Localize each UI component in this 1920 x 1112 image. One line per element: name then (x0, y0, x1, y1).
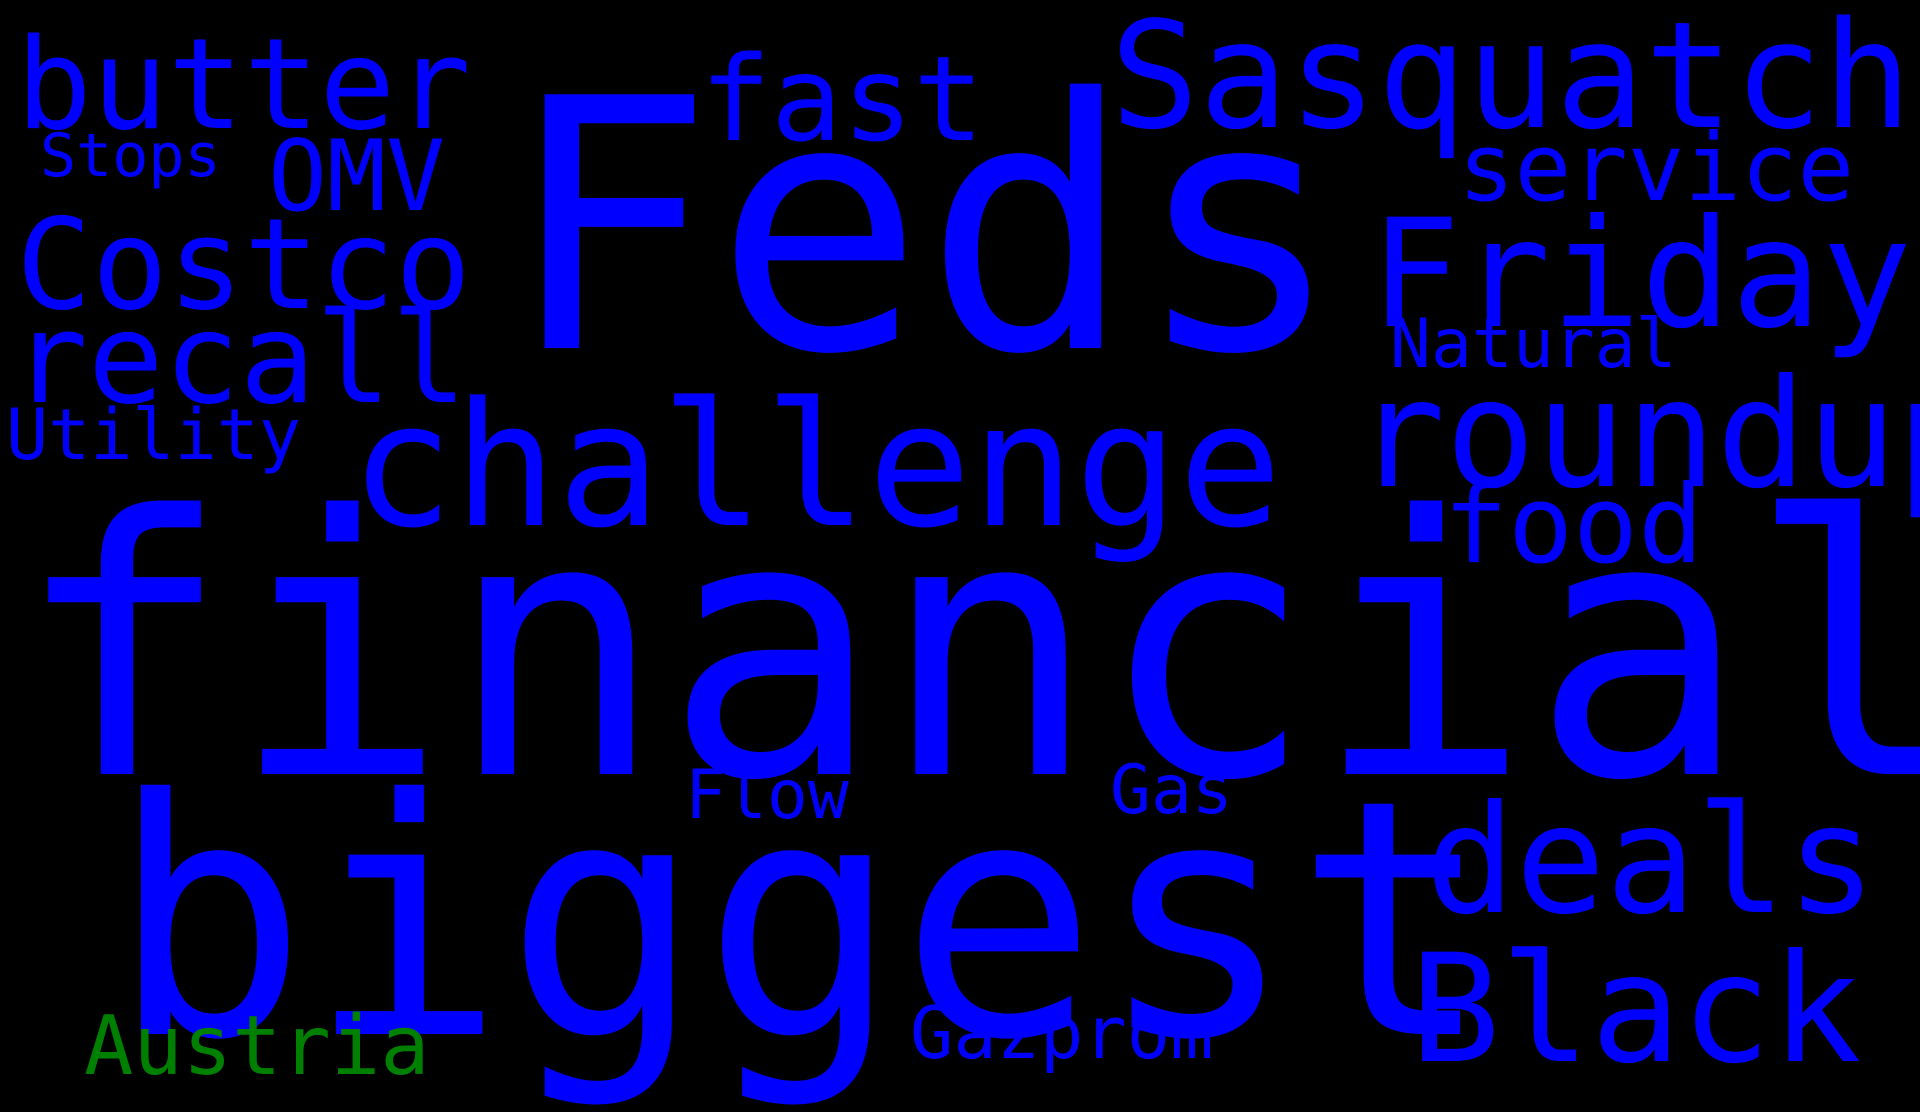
word-roundup: roundup (1355, 348, 1920, 522)
word-fast: fast (700, 30, 985, 168)
word-austria: Austria (84, 999, 430, 1094)
word-financial: financial (14, 440, 1920, 859)
word-black: Black (1410, 923, 1862, 1097)
word-utility: Utility (6, 394, 302, 476)
word-butter: butter (16, 11, 472, 158)
word-biggest: biggest (110, 731, 1493, 1112)
word-recall: recall (12, 285, 468, 432)
word-challenge: challenge (350, 365, 1282, 566)
word-food: food (1443, 463, 1704, 588)
word-sasquatch: Sasquatch (1110, 0, 1912, 162)
word-gazprom: Gazprom (910, 991, 1214, 1075)
word-stops: Stops (40, 121, 221, 191)
word-service: service (1458, 114, 1855, 223)
word-feds: Feds (505, 26, 1344, 431)
word-friday: Friday (1370, 188, 1912, 362)
word-deals: deals (1425, 774, 1877, 948)
word-omv: OMV (268, 120, 446, 234)
word-flow: Flow (685, 756, 849, 835)
word-cloud: financial biggest Feds challenge Sasquat… (6, 0, 1920, 1088)
word-gas: Gas (1110, 751, 1233, 830)
word-natural: Natural (1390, 305, 1677, 384)
word-costco: Costco (16, 191, 472, 338)
